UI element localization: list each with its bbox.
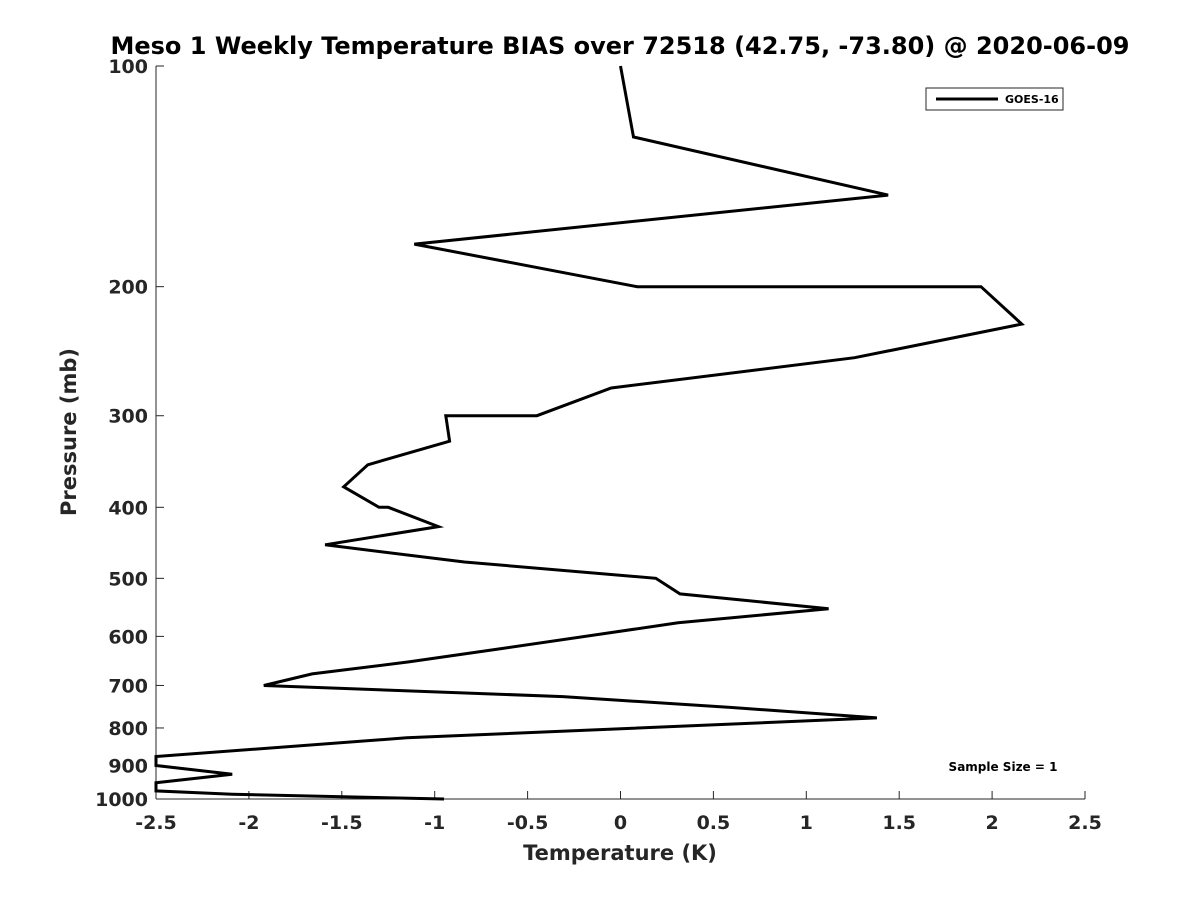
x-tick-label: -2 bbox=[238, 812, 259, 834]
x-tick-label: 0.5 bbox=[697, 812, 731, 834]
x-ticks: -2.5 -2 -1.5 -1 -0.5 0 0.5 1 1.5 2 2.5 bbox=[135, 791, 1102, 834]
x-tick-label: -2.5 bbox=[135, 812, 177, 834]
x-tick-label: -1.5 bbox=[321, 812, 363, 834]
legend-label-goes-16: GOES-16 bbox=[1005, 93, 1059, 106]
y-tick-label: 200 bbox=[108, 277, 148, 299]
y-tick-label: 600 bbox=[108, 626, 148, 648]
y-tick-label: 500 bbox=[108, 568, 148, 590]
sample-size-annotation: Sample Size = 1 bbox=[949, 760, 1058, 774]
x-axis-label: Temperature (K) bbox=[523, 841, 717, 865]
y-tick-label: 1000 bbox=[95, 789, 148, 811]
y-tick-label: 900 bbox=[108, 755, 148, 777]
y-axis-label: Pressure (mb) bbox=[57, 348, 81, 516]
x-tick-label: 2.5 bbox=[1068, 812, 1102, 834]
y-tick-label: 700 bbox=[108, 675, 148, 697]
y-tick-label: 800 bbox=[108, 718, 148, 740]
x-tick-label: 1 bbox=[800, 812, 813, 834]
x-tick-label: -1 bbox=[424, 812, 445, 834]
chart-title: Meso 1 Weekly Temperature BIAS over 7251… bbox=[110, 32, 1129, 60]
y-tick-label: 300 bbox=[108, 406, 148, 428]
x-tick-label: 0 bbox=[614, 812, 627, 834]
plot-area bbox=[156, 66, 1085, 799]
legend: GOES-16 bbox=[925, 87, 1064, 111]
y-tick-label: 100 bbox=[108, 56, 148, 78]
y-ticks: 100 200 300 400 500 600 700 800 900 1000 bbox=[95, 56, 164, 811]
x-tick-label: -0.5 bbox=[507, 812, 549, 834]
series-line-goes-16 bbox=[154, 65, 1025, 801]
series-layer bbox=[154, 65, 1025, 801]
x-tick-label: 1.5 bbox=[882, 812, 916, 834]
y-tick-label: 400 bbox=[108, 497, 148, 519]
x-tick-label: 2 bbox=[985, 812, 998, 834]
